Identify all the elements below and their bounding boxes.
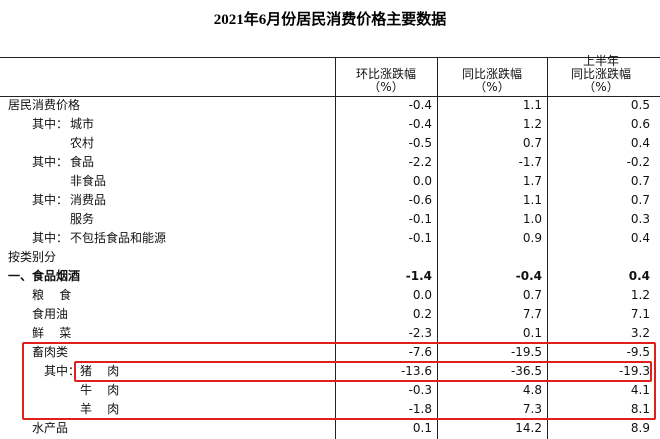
column-header: 环比涨跌幅 [355, 67, 416, 81]
row-label: 按类别分 [8, 250, 57, 264]
cell-value: -1.4 [405, 269, 432, 283]
cell-value: -36.5 [510, 364, 542, 378]
row-label: 水产品 [32, 421, 69, 435]
row-label: 城市 [70, 117, 95, 131]
row-prefix: 其中： [32, 155, 69, 169]
cell-value: 0.1 [412, 421, 432, 435]
row-label: 食品 [70, 155, 95, 169]
cell-value: 1.1 [522, 98, 542, 112]
cell-value: 1.7 [522, 174, 542, 188]
rule [335, 57, 336, 439]
row-label: 居民消费价格 [8, 98, 81, 112]
column-header: 同比涨跌幅 [461, 67, 522, 81]
column-header: （%） [583, 80, 619, 94]
cell-value: 1.2 [522, 117, 542, 131]
cell-value: 1.1 [522, 193, 542, 207]
cell-value: 3.2 [630, 326, 650, 340]
cell-value: -19.5 [510, 345, 542, 359]
rule [0, 96, 660, 97]
title: 2021年6月份居民消费价格主要数据 [213, 12, 447, 28]
cell-value: 0.3 [630, 212, 650, 226]
cell-value: 14.2 [515, 421, 542, 435]
column-header: 同比涨跌幅 [570, 67, 631, 81]
rule [0, 57, 660, 58]
row-label: 农村 [70, 136, 95, 150]
row-label: 畜肉类 [32, 345, 69, 359]
cell-value: 0.7 [630, 174, 650, 188]
cell-value: -7.6 [408, 345, 432, 359]
cell-value: -2.3 [408, 326, 432, 340]
cell-value: 0.7 [630, 193, 650, 207]
cell-value: -0.2 [626, 155, 650, 169]
row-label: 一、食品烟酒 [8, 269, 81, 283]
cell-value: 7.1 [630, 307, 650, 321]
row-label: 食用油 [32, 307, 69, 321]
cell-value: -19.3 [618, 364, 650, 378]
cell-value: 0.2 [412, 307, 432, 321]
cell-value: 4.8 [522, 383, 542, 397]
cell-value: 0.0 [412, 174, 432, 188]
cell-value: -1.8 [408, 402, 432, 416]
cell-value: 0.4 [630, 231, 650, 245]
row-label: 不包括食品和能源 [70, 231, 167, 245]
cell-value: -9.5 [626, 345, 650, 359]
row-prefix: 其中： [32, 117, 69, 131]
cell-value: -0.4 [408, 117, 432, 131]
row-prefix: 其中： [32, 193, 69, 207]
cell-value: -2.2 [408, 155, 432, 169]
cell-value: 0.1 [522, 326, 542, 340]
cell-value: -13.6 [400, 364, 432, 378]
highlight-box [22, 342, 656, 420]
row-label: 猪 肉 [80, 364, 120, 378]
cell-value: -0.4 [515, 269, 542, 283]
cell-value: -0.4 [408, 98, 432, 112]
row-label: 非食品 [70, 174, 107, 188]
cell-value: 0.9 [522, 231, 542, 245]
cell-value: 0.4 [630, 136, 650, 150]
row-label: 消费品 [70, 193, 107, 207]
column-header: 上半年 [582, 54, 619, 68]
cell-value: -0.1 [408, 212, 432, 226]
cell-value: 0.5 [630, 98, 650, 112]
cell-value: 0.7 [522, 288, 542, 302]
cell-value: 8.9 [630, 421, 650, 435]
row-label: 鲜 菜 [32, 326, 72, 340]
cell-value: -0.1 [408, 231, 432, 245]
cell-value: -0.6 [408, 193, 432, 207]
row-label: 服务 [70, 212, 95, 226]
rule [437, 57, 438, 439]
cell-value: -0.3 [408, 383, 432, 397]
row-label: 羊 肉 [80, 402, 120, 416]
cell-value: -1.7 [518, 155, 542, 169]
row-label: 粮 食 [32, 288, 72, 302]
cell-value: 0.7 [522, 136, 542, 150]
cell-value: 0.0 [412, 288, 432, 302]
row-prefix: 其中： [44, 364, 81, 378]
cell-value: 1.0 [522, 212, 542, 226]
cell-value: -0.5 [408, 136, 432, 150]
row-prefix: 其中： [32, 231, 69, 245]
column-header: （%） [368, 80, 404, 94]
cell-value: 8.1 [630, 402, 650, 416]
cell-value: 7.3 [522, 402, 542, 416]
cell-value: 1.2 [630, 288, 650, 302]
rule [547, 57, 548, 439]
cell-value: 7.7 [522, 307, 542, 321]
cell-value: 0.4 [628, 269, 650, 283]
cell-value: 0.6 [630, 117, 650, 131]
row-label: 牛 肉 [80, 383, 120, 397]
highlight-box [74, 361, 652, 382]
column-header: （%） [474, 80, 510, 94]
cell-value: 4.1 [630, 383, 650, 397]
